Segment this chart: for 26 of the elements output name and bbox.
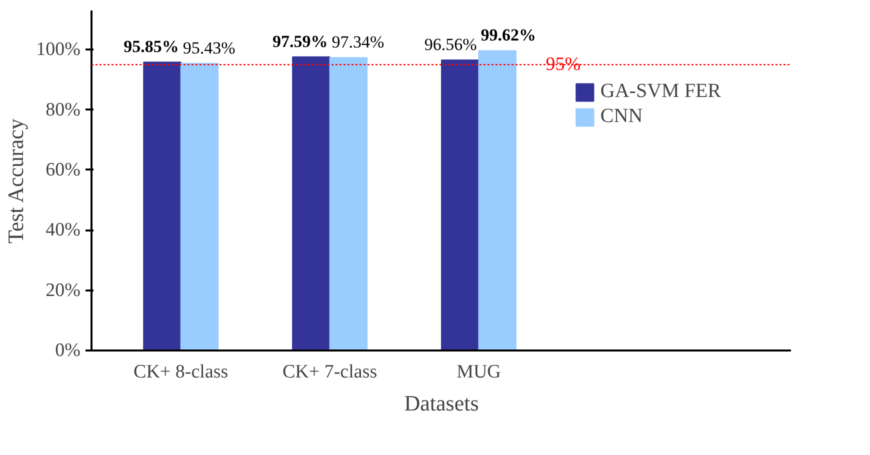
data-label: 95.43% (182, 38, 236, 58)
data-label: 96.56% (424, 34, 477, 54)
y-tick-label: 80% (46, 99, 81, 120)
data-label: 97.59% (272, 32, 328, 51)
bar (329, 57, 368, 350)
data-label: 97.34% (332, 32, 384, 52)
y-tick-label: 100% (36, 39, 81, 60)
y-tick-label: 40% (46, 220, 81, 241)
x-tick-label: CK+ 7-class (282, 362, 378, 382)
bar (441, 59, 480, 350)
bar (478, 50, 516, 350)
bar (292, 56, 330, 350)
data-label: 95.85% (124, 37, 179, 56)
bar (143, 62, 182, 350)
y-tick-label: 60% (46, 159, 81, 180)
y-tick-label: 20% (46, 280, 81, 301)
data-label: 99.62% (480, 26, 536, 45)
ref-line-label: 95% (546, 54, 581, 76)
bar (180, 62, 219, 350)
y-axis-title: Test Accuracy (3, 118, 28, 244)
y-tick-label: 0% (55, 340, 81, 361)
legend-label: CNN (600, 105, 643, 128)
x-tick-label: MUG (456, 362, 502, 382)
x-tick-label: CK+ 8-class (134, 362, 228, 382)
x-axis-title: Datasets (404, 390, 479, 416)
legend-label: GA-SVM FER (600, 80, 721, 103)
